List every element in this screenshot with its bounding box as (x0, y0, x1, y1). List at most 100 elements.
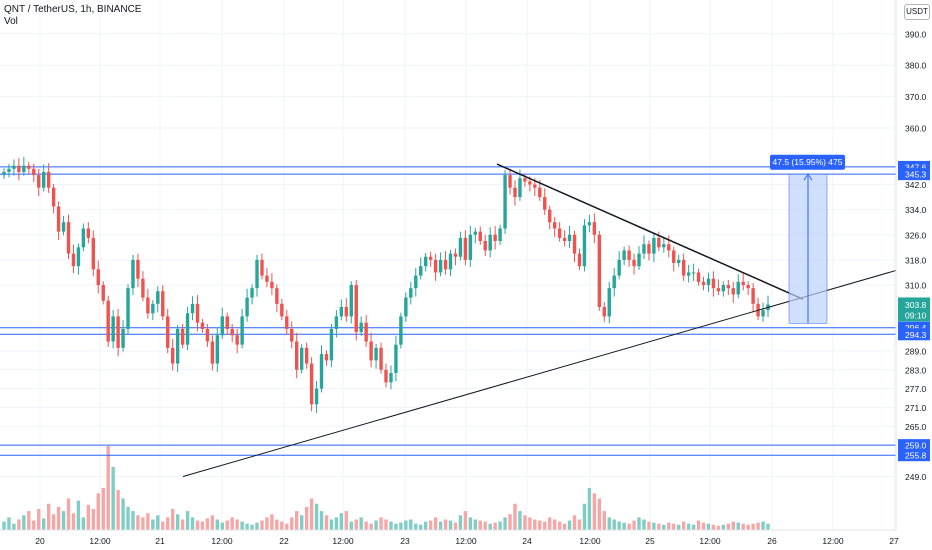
candle-body (290, 328, 294, 342)
volume-bar (200, 521, 205, 530)
candle-body (339, 306, 344, 317)
volume-bar (404, 520, 408, 530)
candle-body (423, 256, 428, 267)
volume-bar (473, 519, 477, 530)
candle-body (146, 297, 150, 314)
time-tick-label: 12:00 (579, 536, 601, 546)
volume-bar (677, 524, 681, 530)
price-tick-label: 289.0 (905, 346, 927, 356)
volume-bar (503, 517, 507, 530)
candle-body (180, 328, 185, 345)
volume-bar (369, 523, 373, 530)
candle-body (438, 259, 443, 273)
candle-body (543, 197, 547, 210)
candle-body (349, 285, 353, 317)
candle-body (528, 181, 532, 185)
candle-body (433, 259, 438, 273)
candle-body (324, 354, 329, 361)
volume-bar (37, 509, 41, 530)
candle-body (632, 259, 636, 267)
volume-bar (766, 523, 770, 530)
volume-bar (290, 517, 294, 530)
candle-body (572, 234, 577, 254)
candle-body (652, 237, 656, 254)
measure-label: 47.5 (15.95%) 475 (773, 157, 843, 167)
volume-bar (607, 517, 611, 530)
volume-bar (12, 523, 16, 530)
candle-body (642, 244, 646, 254)
volume-bar (76, 500, 81, 530)
candle-body (96, 269, 100, 285)
volume-bar (230, 517, 234, 530)
volume-bar (761, 521, 765, 530)
volume-bar (41, 518, 46, 530)
volume-bar (195, 520, 200, 530)
volume-bar (349, 521, 353, 530)
candle-body (458, 237, 463, 257)
chart-header: QNT / TetherUS, 1h, BINANCE Vol (4, 4, 141, 28)
time-tick-label: 21 (155, 536, 165, 546)
candle-body (121, 328, 125, 348)
volume-bar (716, 525, 721, 530)
candle-body (22, 165, 26, 172)
candle-body (627, 250, 631, 260)
time-tick-label: 24 (522, 536, 532, 546)
candle-body (354, 285, 358, 333)
measure-arrowhead (803, 173, 813, 181)
candle-body (170, 347, 175, 364)
candle-body (612, 275, 616, 289)
candle-body (691, 272, 696, 274)
candle-body (61, 222, 66, 232)
time-tick-label: 26 (767, 536, 777, 546)
candle-body (364, 322, 368, 342)
candle-body (91, 237, 95, 270)
volume-bar (701, 522, 706, 530)
candle-body (448, 253, 453, 270)
level-price-label: 294.3 (905, 330, 927, 340)
volume-bar (488, 523, 492, 530)
candle-body (513, 187, 517, 198)
candle-body (428, 256, 433, 260)
candle-body (414, 275, 418, 289)
volume-bar (364, 521, 368, 530)
candle-body (329, 328, 334, 361)
volume-bar (32, 520, 36, 530)
volume-bars (2, 446, 770, 530)
level-price-label: 345.3 (905, 170, 927, 180)
candle-body (548, 209, 552, 223)
volume-bar (438, 521, 443, 530)
volume-bar (751, 523, 755, 530)
candle-body (622, 250, 626, 260)
volume-bar (46, 503, 51, 530)
candle-body (66, 222, 71, 254)
candle-body (508, 175, 512, 188)
candle-body (304, 347, 309, 364)
volume-bar (647, 521, 651, 530)
candle-body (741, 281, 745, 285)
candle-body (240, 316, 244, 345)
candle-body (751, 288, 755, 304)
candle-body (463, 237, 468, 260)
volume-bar (185, 511, 190, 530)
volume-bar (468, 517, 473, 530)
level-price-tag (898, 449, 930, 462)
candle-body (166, 316, 170, 348)
candle-body (443, 259, 448, 270)
volume-bar (359, 517, 363, 530)
candle-body (721, 285, 726, 292)
level-price-label: 347.6 (905, 162, 927, 172)
last-price-label: 303.8 (905, 300, 927, 310)
currency-badge[interactable]: USDT (904, 4, 930, 20)
volume-bar (116, 490, 120, 530)
candle-body (12, 165, 16, 169)
volume-bar (662, 524, 666, 530)
candle-body (473, 231, 477, 235)
price-tick-label: 390.0 (905, 29, 927, 39)
level-price-tag (898, 168, 930, 181)
price-tick-label: 271.0 (905, 403, 927, 413)
time-axis: 20 12:00 21 12:00 22 12:00 23 12:00 24 12:00 25 12:… (0, 529, 932, 550)
volume-bar (543, 521, 547, 530)
volume-bar (205, 518, 210, 530)
candle-body (210, 341, 215, 364)
